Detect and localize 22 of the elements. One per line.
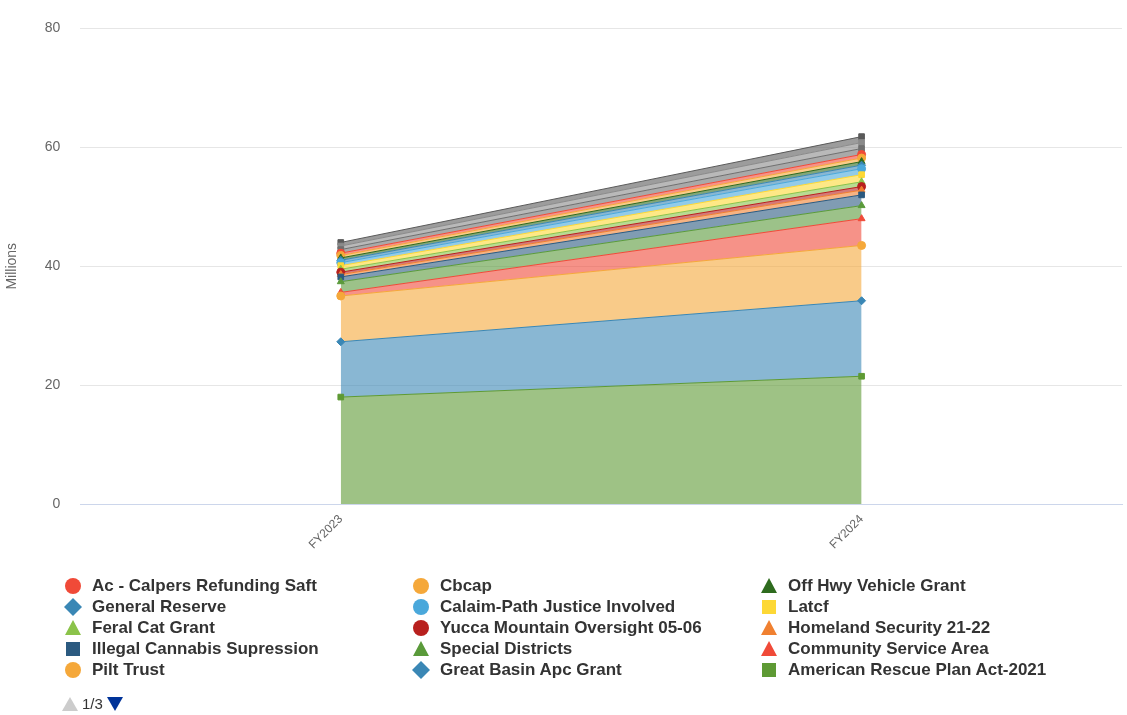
legend-label: American Rescue Plan Act-2021 [788, 659, 1047, 680]
legend-label: Cbcap [440, 575, 492, 596]
legend-label: Pilt Trust [92, 659, 165, 680]
legend-label: Latcf [788, 596, 829, 617]
legend-label: General Reserve [92, 596, 227, 617]
y-axis-title: Millions [3, 242, 20, 290]
y-tick-label: 60 [44, 138, 61, 155]
y-tick-label: 0 [52, 494, 61, 511]
legend-label: Illegal Cannabis Supression [92, 638, 319, 659]
legend-label: Community Service Area [788, 638, 989, 659]
legend-label: Off Hwy Vehicle Grant [788, 575, 966, 596]
y-tick-label: 40 [44, 257, 61, 274]
legend-label: Ac - Calpers Refunding Saft [92, 575, 317, 596]
legend-label: Feral Cat Grant [92, 617, 215, 638]
legend-label: Yucca Mountain Oversight 05-06 [440, 617, 702, 638]
legend-label: Calaim-Path Justice Involved [440, 596, 676, 617]
legend-label: Great Basin Apc Grant [440, 659, 622, 680]
y-tick-label: 20 [44, 376, 61, 393]
legend-label: Special Districts [440, 638, 573, 659]
y-tick-label: 80 [44, 19, 61, 36]
text: 1/3 [82, 695, 103, 712]
legend-label: Homeland Security 21-22 [788, 617, 991, 638]
